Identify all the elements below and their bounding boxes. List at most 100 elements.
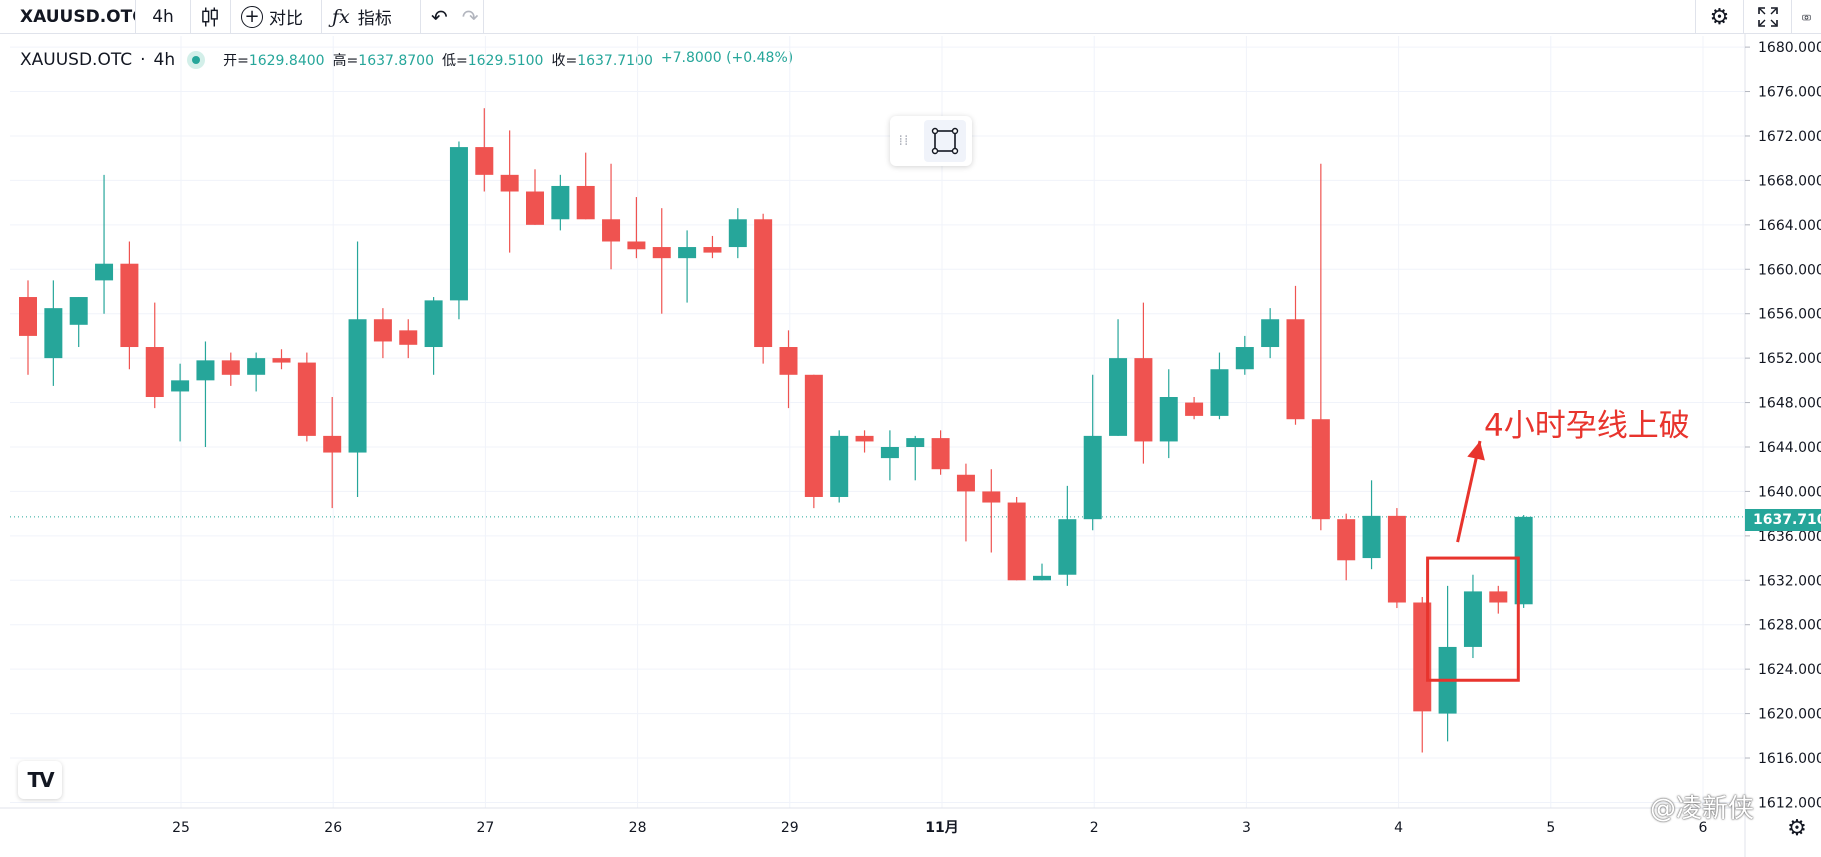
candle[interactable] bbox=[931, 430, 950, 475]
candle[interactable] bbox=[399, 319, 418, 359]
candle[interactable] bbox=[1362, 480, 1381, 570]
candle[interactable] bbox=[1438, 585, 1457, 742]
candle[interactable] bbox=[678, 230, 697, 303]
candle[interactable] bbox=[652, 208, 671, 314]
x-tick-label: 6 bbox=[1699, 820, 1708, 836]
watermark-text: @凌新侠 bbox=[1650, 794, 1755, 824]
candle-body bbox=[1159, 397, 1178, 442]
candle-body bbox=[1134, 358, 1153, 442]
candle[interactable] bbox=[1159, 369, 1178, 459]
candles-icon bbox=[202, 7, 218, 26]
candle[interactable] bbox=[1261, 308, 1280, 359]
candle[interactable] bbox=[1007, 496, 1026, 581]
candle[interactable] bbox=[956, 463, 975, 542]
candle-body bbox=[526, 191, 544, 225]
y-tick-label: 1636.0000 bbox=[1758, 529, 1821, 545]
interval-button[interactable]: 4h bbox=[136, 0, 191, 34]
highlight-rectangle[interactable] bbox=[1426, 556, 1520, 682]
candle[interactable] bbox=[526, 169, 544, 225]
annotation-drawings[interactable] bbox=[1426, 440, 1520, 682]
candle-body bbox=[1286, 319, 1305, 420]
redo-icon[interactable]: ↷ bbox=[461, 4, 479, 29]
candle[interactable] bbox=[475, 108, 494, 192]
fullscreen-icon[interactable] bbox=[1743, 0, 1791, 34]
gear-icon[interactable]: ⚙ bbox=[1695, 0, 1743, 34]
y-tick-label: 1640.0000 bbox=[1758, 484, 1821, 500]
compare-label: 对比 bbox=[269, 9, 303, 29]
price-axis[interactable]: 1680.0000 1676.0000 1672.0000 1668.0000 1664… bbox=[1744, 34, 1821, 857]
candle[interactable] bbox=[1083, 374, 1102, 531]
x-tick-label: 5 bbox=[1546, 820, 1555, 836]
candle[interactable] bbox=[348, 241, 367, 497]
chart-type-button[interactable] bbox=[191, 0, 231, 34]
time-axis[interactable]: 25 26 27 28 29 11月 2 3 4 5 6 bbox=[0, 807, 1745, 836]
floating-drawing-toolbar[interactable]: ⁞⁞ bbox=[890, 116, 972, 166]
candle[interactable] bbox=[171, 363, 190, 442]
candle[interactable] bbox=[323, 397, 342, 509]
candle[interactable] bbox=[754, 213, 773, 364]
y-tick-label: 1656.0000 bbox=[1758, 307, 1821, 323]
candle[interactable] bbox=[95, 174, 114, 314]
axis-settings-gear-icon[interactable]: ⚙ bbox=[1787, 815, 1807, 841]
candle[interactable] bbox=[627, 197, 646, 259]
candle[interactable] bbox=[1463, 574, 1482, 659]
candle[interactable] bbox=[1109, 319, 1128, 436]
candle[interactable] bbox=[906, 435, 925, 481]
candle[interactable] bbox=[449, 141, 468, 320]
candle[interactable] bbox=[1210, 352, 1229, 420]
close-value: 1637.7100 bbox=[577, 53, 653, 69]
candle[interactable] bbox=[500, 130, 519, 253]
undo-icon[interactable]: ↶ bbox=[431, 4, 448, 29]
candle[interactable] bbox=[804, 374, 823, 509]
candle[interactable] bbox=[1311, 163, 1330, 531]
candle[interactable] bbox=[830, 430, 849, 503]
drag-handle-icon[interactable]: ⁞⁞ bbox=[898, 133, 910, 149]
symbol-search-button[interactable]: XAUUSD.OTC bbox=[0, 0, 136, 34]
candle[interactable] bbox=[196, 341, 215, 447]
candle[interactable] bbox=[297, 352, 316, 442]
candle[interactable] bbox=[982, 469, 1001, 553]
tradingview-logo[interactable]: TV bbox=[18, 761, 62, 799]
candle[interactable] bbox=[1134, 302, 1153, 464]
x-tick-label: 4 bbox=[1394, 820, 1403, 836]
candle[interactable] bbox=[1058, 485, 1077, 586]
candle[interactable] bbox=[880, 430, 899, 481]
candle[interactable] bbox=[1489, 585, 1508, 614]
candle-body bbox=[1489, 591, 1508, 603]
candle[interactable] bbox=[1387, 508, 1406, 609]
candle-body bbox=[44, 308, 63, 359]
candle[interactable] bbox=[272, 349, 291, 370]
candle[interactable] bbox=[1185, 397, 1204, 420]
candle[interactable] bbox=[728, 208, 747, 259]
candle[interactable] bbox=[424, 297, 443, 375]
high-value: 1637.8700 bbox=[358, 53, 434, 69]
candle[interactable] bbox=[145, 302, 164, 409]
legend-symbol[interactable]: XAUUSD.OTC bbox=[20, 50, 133, 70]
candle[interactable] bbox=[247, 352, 266, 392]
y-tick-label: 1644.0000 bbox=[1758, 440, 1821, 456]
compare-button[interactable]: + 对比 bbox=[231, 0, 322, 34]
candle[interactable] bbox=[576, 152, 595, 220]
candle[interactable] bbox=[855, 430, 874, 453]
candle[interactable] bbox=[1033, 563, 1051, 581]
candle[interactable] bbox=[551, 174, 570, 231]
candle[interactable] bbox=[69, 297, 88, 348]
market-status-icon[interactable] bbox=[187, 51, 206, 69]
candle[interactable] bbox=[373, 308, 392, 359]
candle[interactable] bbox=[1337, 513, 1356, 581]
candle[interactable] bbox=[120, 241, 139, 370]
candle[interactable] bbox=[221, 352, 240, 386]
indicators-button[interactable]: ƒx 指标 bbox=[322, 0, 421, 34]
candle[interactable] bbox=[1286, 285, 1305, 425]
candle[interactable] bbox=[602, 163, 621, 270]
candle[interactable] bbox=[1235, 335, 1254, 375]
annotation-text[interactable]: 4小时孕线上破 bbox=[1484, 408, 1690, 444]
candle[interactable] bbox=[779, 330, 798, 409]
camera-icon[interactable] bbox=[1791, 0, 1821, 34]
candle[interactable] bbox=[703, 235, 722, 259]
candle[interactable] bbox=[44, 280, 63, 386]
rectangle-tool-icon[interactable] bbox=[924, 120, 966, 162]
candle[interactable] bbox=[19, 280, 37, 375]
candle-body bbox=[247, 358, 266, 375]
